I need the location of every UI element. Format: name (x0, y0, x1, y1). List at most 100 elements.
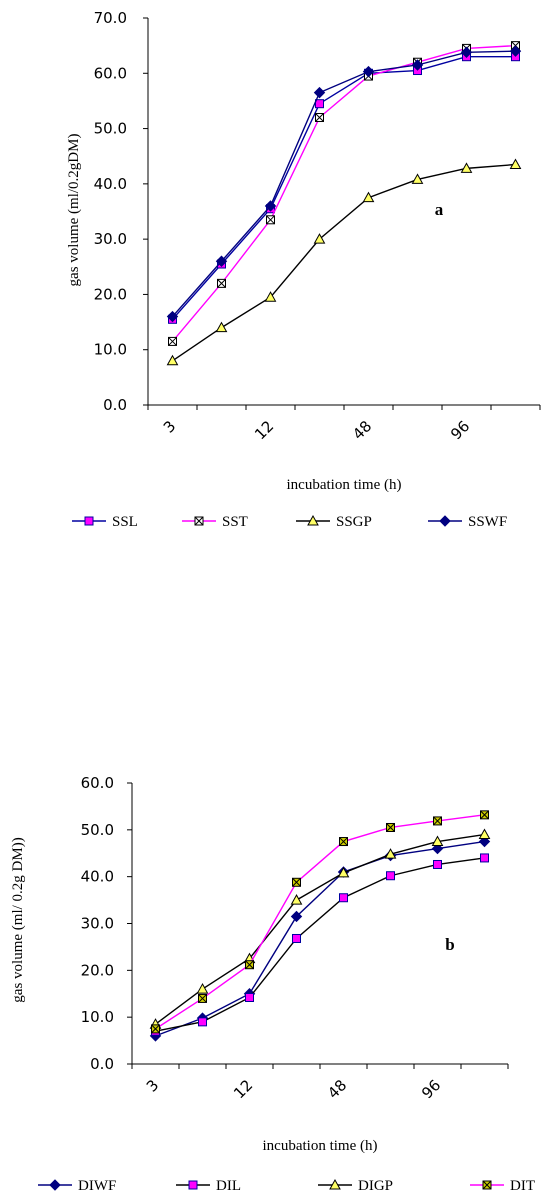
data-point-ssgp-shape (313, 233, 326, 244)
legend-marker-ssgp (307, 514, 319, 526)
panel-letter: a (435, 200, 444, 219)
data-point-dit (480, 810, 489, 820)
data-point-dil-shape (433, 859, 442, 869)
data-point-dil (386, 871, 395, 881)
data-point-dil (339, 893, 348, 903)
data-point-ssgp-shape (460, 162, 473, 173)
data-point-dit-cross (245, 960, 254, 970)
x-tick-label: 3 (143, 1076, 162, 1095)
data-point-dil (245, 992, 254, 1002)
data-point-digp (337, 866, 350, 878)
legend: DIWF DIL DIGP DIT (38, 1178, 535, 1194)
legend-marker-diwf-shape (49, 1179, 61, 1191)
y-tick-label: 20.0 (94, 285, 127, 303)
data-point-ssgp-shape (215, 321, 228, 333)
data-point-dit-cross (480, 810, 489, 820)
series-line-diwf (155, 840, 485, 1037)
data-point-dit-cross (198, 994, 207, 1003)
legend: SSL SST SSGP SSWF (72, 514, 507, 530)
data-point-ssl-shape (315, 99, 324, 109)
y-tick-label: 30.0 (94, 230, 127, 248)
data-point-diwf (290, 910, 303, 923)
data-point-ssgp (166, 354, 179, 366)
data-point-ssl (315, 99, 324, 109)
data-point-diwf (431, 842, 444, 855)
data-point-digp (431, 835, 444, 847)
data-point-dit-cross (292, 877, 301, 887)
y-axis-title: gas volume (ml/ 0.2g DM)) (10, 837, 26, 1002)
data-point-diwf-shape (290, 910, 303, 923)
legend-marker-diwf (49, 1179, 61, 1191)
data-point-dit (198, 993, 207, 1003)
data-point-ssgp (362, 191, 375, 203)
y-tick-label: 40.0 (81, 868, 114, 886)
data-point-dil (292, 933, 301, 943)
legend-marker-ssl-shape (84, 516, 94, 526)
legend-marker-ssl (84, 516, 94, 526)
legend-label: SSL (112, 514, 138, 530)
data-point-sswf (509, 45, 522, 57)
data-point-sst (315, 113, 324, 123)
legend-marker-digp (329, 1178, 341, 1190)
data-point-sswf-shape (313, 86, 326, 99)
data-point-sswf-shape (362, 65, 375, 78)
data-point-dit (151, 1024, 160, 1034)
series-line-ssl (171, 56, 516, 320)
y-tick-label: 0.0 (90, 1055, 114, 1073)
legend-marker-dit (482, 1180, 492, 1190)
data-point-digp-shape (337, 866, 350, 878)
data-point-digp (384, 848, 397, 859)
data-point-dit (245, 960, 254, 970)
series-dil (151, 853, 489, 1036)
data-point-ssgp-shape (509, 158, 522, 170)
data-point-ssgp (215, 321, 228, 333)
data-point-diwf-shape (431, 842, 444, 855)
data-point-digp-shape (196, 983, 209, 994)
y-tick-label: 10.0 (94, 341, 127, 359)
data-point-dil-shape (292, 933, 301, 943)
legend-marker-sst (194, 516, 204, 526)
data-point-digp-shape (290, 894, 303, 905)
data-point-dil-shape (480, 853, 489, 863)
data-point-sst-cross (315, 113, 324, 122)
y-tick-label: 40.0 (94, 175, 127, 193)
data-point-ssgp (509, 158, 522, 170)
x-tick-label: 3 (160, 417, 179, 436)
series-sswf (166, 45, 522, 323)
data-point-dit-cross (339, 837, 348, 846)
series-line-dit (155, 814, 485, 1030)
data-point-sswf-shape (264, 200, 277, 212)
legend-marker-dil (188, 1180, 198, 1190)
data-point-ssgp (411, 173, 424, 184)
data-point-sst-cross (217, 279, 226, 288)
x-tick-label: 48 (349, 417, 375, 443)
legend-label: SST (222, 514, 248, 530)
y-tick-label: 70.0 (94, 9, 127, 27)
data-point-dit (433, 816, 442, 826)
legend-marker-dil-shape (188, 1180, 198, 1190)
data-point-sswf (362, 65, 375, 78)
data-point-ssgp (264, 291, 277, 302)
x-tick-label: 12 (251, 417, 277, 443)
legend-marker-sst-cross (194, 516, 204, 526)
x-tick-label: 12 (230, 1076, 256, 1102)
data-point-sswf (166, 310, 179, 323)
chart-panel-b: 0.0 10.0 20.0 30.0 40.0 50.0 60.0 3 12 48 96 incuba… (10, 774, 535, 1194)
chart-panel-a: 0.0 10.0 20.0 30.0 40.0 50.0 60.0 70.0 3 12 48 96 in… (66, 9, 541, 530)
series-line-digp (155, 833, 485, 1025)
data-point-sswf (460, 46, 473, 58)
legend-label: DIGP (358, 1178, 393, 1194)
data-point-dil-shape (386, 871, 395, 881)
data-point-sswf-shape (460, 46, 473, 58)
panel-letter: b (445, 935, 454, 954)
series-line-dil (155, 857, 485, 1032)
series-dit (151, 810, 489, 1034)
series-sst (168, 41, 520, 346)
legend-label: DIWF (78, 1178, 116, 1194)
data-point-sswf (313, 86, 326, 99)
data-point-dil (198, 1017, 207, 1027)
data-point-sswf (215, 255, 228, 267)
legend-marker-digp-shape (329, 1178, 341, 1190)
data-point-sst (217, 278, 226, 288)
